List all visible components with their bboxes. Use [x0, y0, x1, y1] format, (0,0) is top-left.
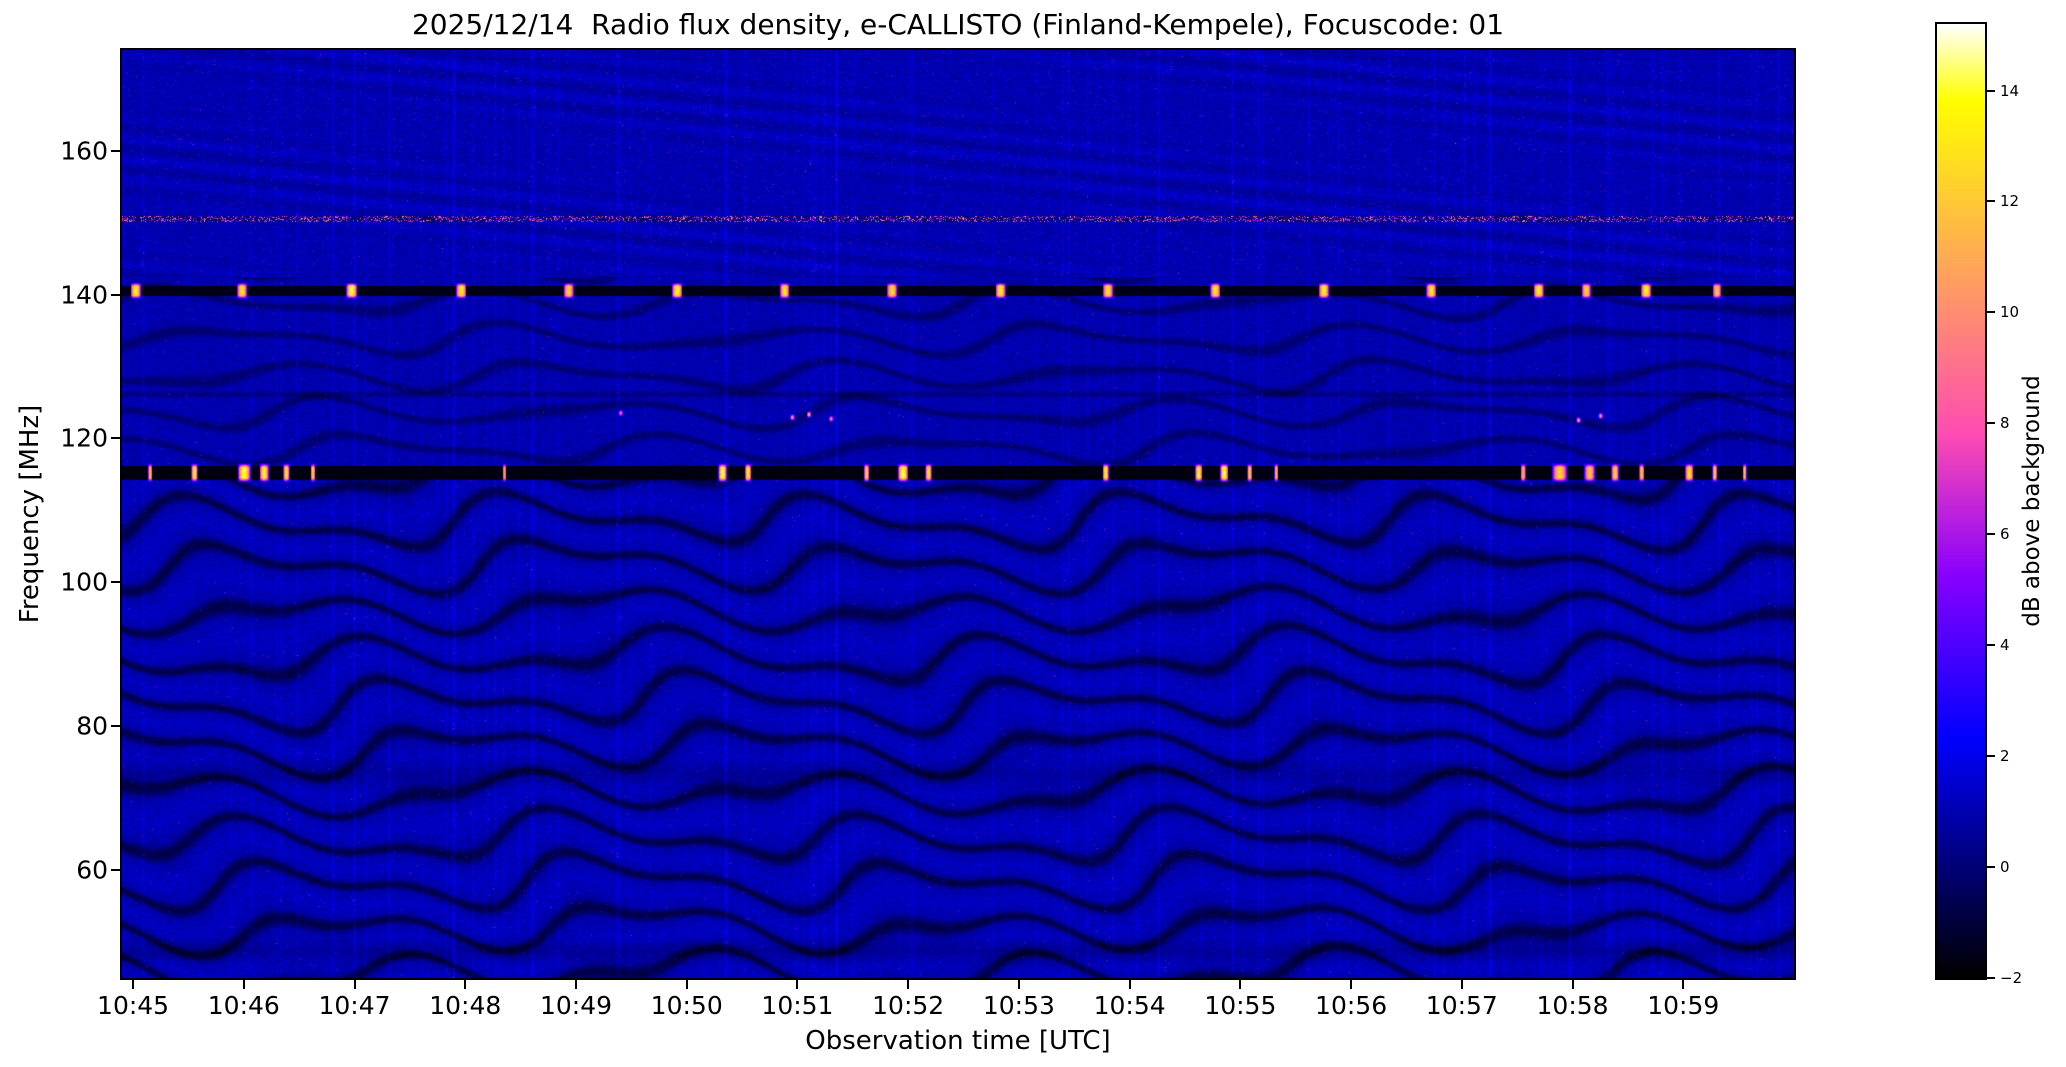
y-tick-mark: [111, 437, 120, 440]
colorbar-tick-mark: [1987, 755, 1995, 758]
y-tick-mark: [111, 869, 120, 872]
colorbar-tick-label: 2: [2000, 747, 2010, 766]
x-tick-label: 10:57: [1425, 991, 1498, 1020]
x-tick-label: 10:53: [982, 991, 1055, 1020]
y-tick-mark: [111, 149, 120, 152]
x-tick-mark: [353, 980, 356, 989]
x-tick-mark: [1128, 980, 1131, 989]
colorbar-tick-mark: [1987, 422, 1995, 425]
y-tick-mark: [111, 293, 120, 296]
x-tick-label: 10:52: [872, 991, 945, 1020]
x-tick-label: 10:58: [1536, 991, 1609, 1020]
x-tick-mark: [1682, 980, 1685, 989]
x-tick-label: 10:46: [207, 991, 280, 1020]
colorbar-tick-label: 10: [2000, 303, 2020, 322]
x-tick-label: 10:48: [429, 991, 502, 1020]
x-tick-label: 10:47: [318, 991, 391, 1020]
y-tick-label: 100: [60, 567, 108, 597]
colorbar-tick-mark: [1987, 866, 1995, 869]
x-axis-label: Observation time [UTC]: [805, 1026, 1111, 1056]
x-tick-mark: [574, 980, 577, 989]
colorbar-tick-mark: [1987, 89, 1995, 92]
colorbar-tick-mark: [1987, 200, 1995, 203]
x-tick-label: 10:59: [1647, 991, 1720, 1020]
y-tick-label: 120: [60, 423, 108, 453]
y-tick-label: 60: [76, 855, 108, 885]
x-tick-mark: [796, 980, 799, 989]
x-tick-label: 10:50: [650, 991, 723, 1020]
x-tick-mark: [132, 980, 135, 989]
y-tick-mark: [111, 725, 120, 728]
x-tick-mark: [1571, 980, 1574, 989]
x-tick-label: 10:54: [1093, 991, 1166, 1020]
x-tick-label: 10:45: [97, 991, 170, 1020]
y-tick-mark: [111, 581, 120, 584]
x-tick-mark: [242, 980, 245, 989]
x-tick-mark: [1350, 980, 1353, 989]
x-tick-mark: [685, 980, 688, 989]
y-tick-label: 80: [76, 711, 108, 741]
colorbar-tick-label: 0: [2000, 858, 2010, 877]
x-tick-label: 10:49: [539, 991, 613, 1020]
colorbar-tick-mark: [1987, 311, 1995, 314]
x-tick-mark: [464, 980, 467, 989]
colorbar-gradient: [1937, 24, 1985, 978]
colorbar-tick-label: 8: [2000, 414, 2010, 433]
colorbar-tick-label: 4: [2000, 636, 2010, 655]
x-tick-mark: [1017, 980, 1020, 989]
x-tick-label: 10:51: [761, 991, 834, 1020]
colorbar-tick-label: −2: [2000, 969, 2023, 987]
colorbar-tick-label: 6: [2000, 525, 2010, 544]
x-tick-label: 10:55: [1204, 991, 1277, 1020]
colorbar-label: dB above background: [2019, 375, 2045, 627]
colorbar: [1935, 22, 1987, 980]
y-axis-label: Frequency [MHz]: [15, 404, 45, 624]
x-tick-mark: [1460, 980, 1463, 989]
colorbar-tick-mark: [1987, 644, 1995, 647]
x-tick-label: 10:56: [1315, 991, 1388, 1020]
x-tick-mark: [907, 980, 910, 989]
spectrogram-canvas: [122, 50, 1794, 978]
colorbar-tick-label: 12: [2000, 192, 2020, 211]
y-tick-label: 160: [60, 136, 108, 166]
colorbar-tick-mark: [1987, 533, 1995, 536]
y-tick-label: 140: [60, 280, 108, 310]
plot-area: [120, 48, 1796, 980]
chart-title: 2025/12/14 Radio flux density, e-CALLIST…: [411, 8, 1505, 41]
x-tick-mark: [1239, 980, 1242, 989]
colorbar-tick-mark: [1987, 977, 1995, 979]
colorbar-tick-label: 14: [2000, 81, 2020, 100]
